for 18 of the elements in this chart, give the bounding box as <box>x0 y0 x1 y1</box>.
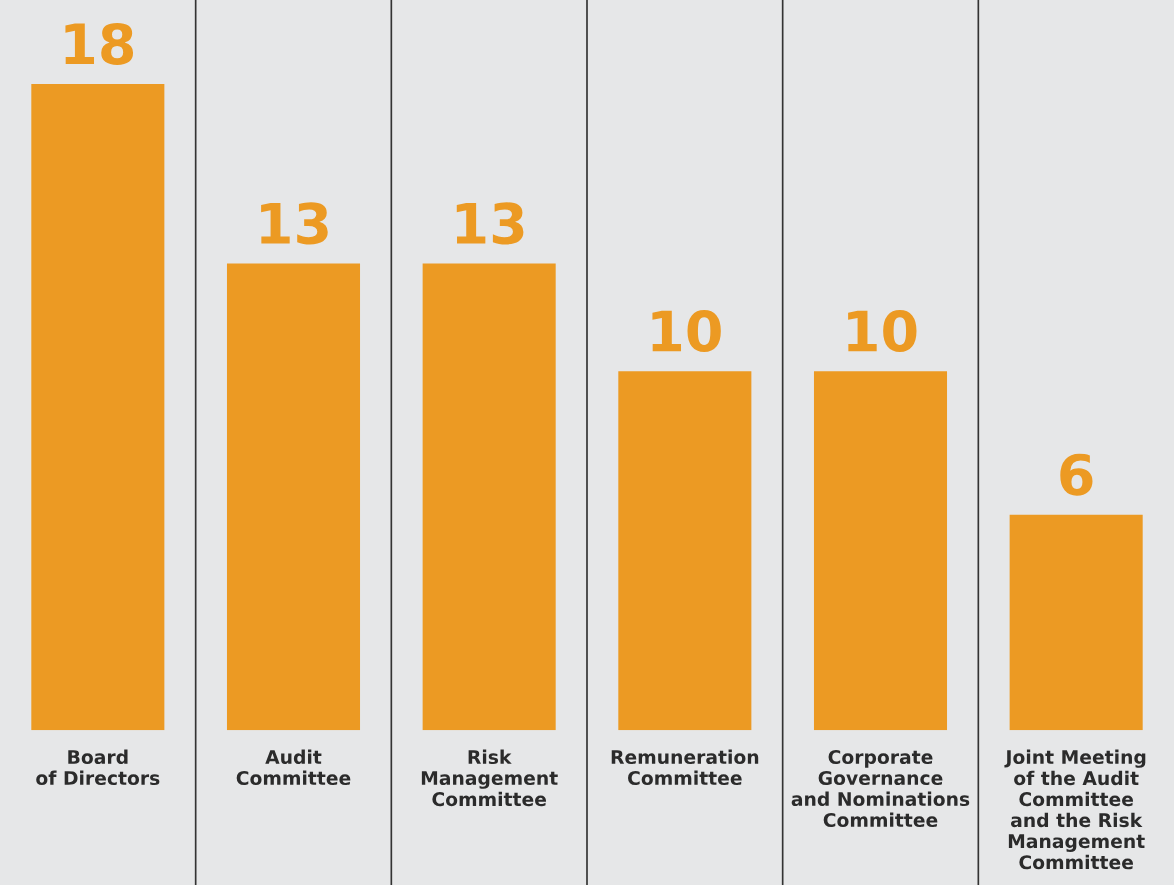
data-label: 10 <box>848 310 917 353</box>
bar <box>226 263 361 731</box>
x-tick-label: Corporate Governance and Nominations Committee <box>791 749 970 828</box>
data-label: 13 <box>456 202 524 245</box>
bar <box>813 371 948 731</box>
data-label: 18 <box>65 22 134 65</box>
x-tick-label: Board of Directors <box>36 749 160 786</box>
x-tick-label: Risk Management Committee <box>421 749 558 807</box>
bar <box>31 84 165 731</box>
x-tick-label: Audit Committee <box>236 749 351 786</box>
data-label: 13 <box>261 202 328 245</box>
data-label: 10 <box>652 310 721 353</box>
x-tick-label: Remuneration Committee <box>611 749 759 786</box>
data-label: 6 <box>1060 453 1093 496</box>
bar <box>1009 514 1143 731</box>
x-tick-label: Joint Meeting of the Audit Committee and the Risk Management Committee <box>1004 749 1146 870</box>
bar <box>618 371 752 731</box>
bar <box>422 263 556 731</box>
